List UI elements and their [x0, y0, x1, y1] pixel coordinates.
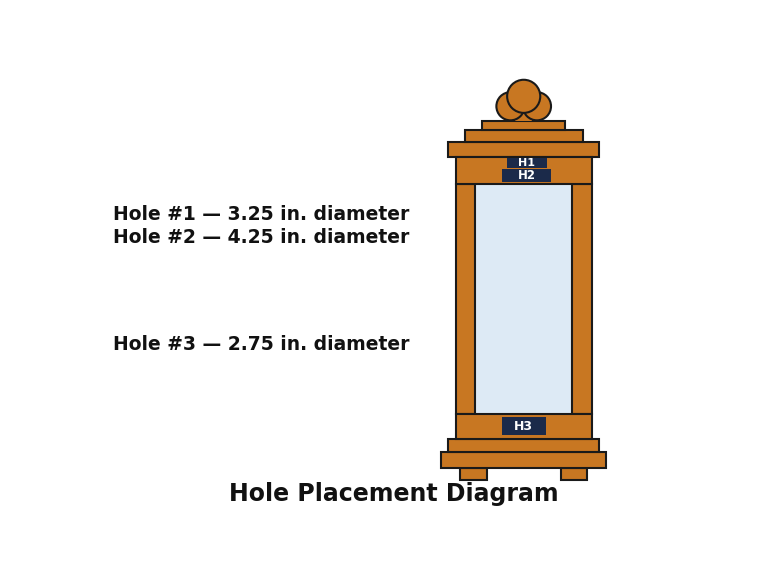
- Bar: [455, 157, 591, 184]
- Bar: [465, 130, 583, 142]
- Text: Hole #1 — 3.25 in. diameter: Hole #1 — 3.25 in. diameter: [113, 204, 409, 223]
- Bar: [572, 184, 591, 414]
- Circle shape: [496, 92, 525, 120]
- Bar: [460, 468, 487, 480]
- Bar: [449, 439, 599, 452]
- Bar: [502, 418, 546, 435]
- Text: Hole Placement Diagram: Hole Placement Diagram: [229, 482, 558, 506]
- Bar: [449, 142, 599, 157]
- Text: H2: H2: [518, 169, 535, 182]
- FancyBboxPatch shape: [473, 183, 574, 416]
- Text: Hole #2 — 4.25 in. diameter: Hole #2 — 4.25 in. diameter: [113, 228, 409, 247]
- Text: H1: H1: [518, 158, 535, 168]
- Bar: [561, 468, 588, 480]
- Circle shape: [523, 92, 551, 120]
- Bar: [455, 184, 475, 414]
- Bar: [507, 158, 547, 168]
- Bar: [441, 452, 607, 468]
- Bar: [482, 121, 565, 130]
- Bar: [455, 414, 591, 439]
- Bar: [502, 169, 551, 182]
- Text: Hole #3 — 2.75 in. diameter: Hole #3 — 2.75 in. diameter: [113, 335, 409, 354]
- Text: H3: H3: [515, 420, 533, 433]
- Circle shape: [507, 79, 540, 113]
- Bar: [515, 111, 532, 121]
